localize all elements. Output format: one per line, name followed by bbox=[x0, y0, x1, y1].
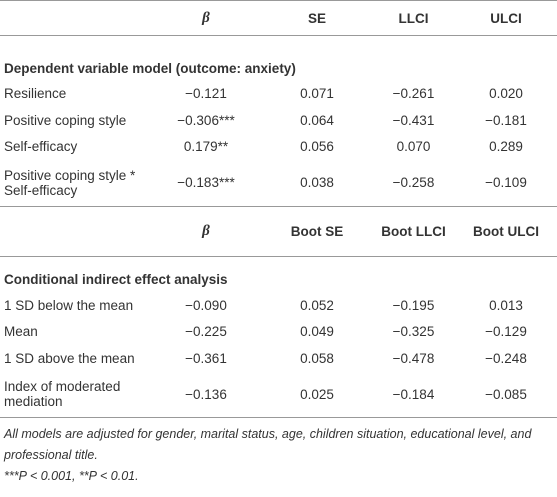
value-cell: 0.071 bbox=[300, 86, 334, 102]
header-cell: Boot SE bbox=[262, 205, 372, 257]
value-cell: 0.025 bbox=[262, 371, 372, 418]
value-cell: −0.090 bbox=[185, 297, 227, 313]
value-cell: −0.183*** bbox=[150, 160, 262, 207]
value-cell: 0.289 bbox=[489, 139, 523, 155]
value-cell: 0.058 bbox=[300, 350, 334, 366]
value-cell: 0.056 bbox=[300, 139, 334, 155]
value-cell: −0.181 bbox=[485, 112, 527, 128]
value-cell: −0.258 bbox=[372, 160, 455, 207]
value-cell: −0.109 bbox=[455, 160, 557, 207]
value-cell: 0.020 bbox=[489, 86, 523, 102]
header-cell: Boot ULCI bbox=[455, 205, 557, 257]
header-cell bbox=[0, 205, 150, 257]
header-cell: β bbox=[150, 205, 262, 257]
value-cell: 0.052 bbox=[300, 297, 334, 313]
data-row: Resilience −0.121 0.071 −0.261 0.020 bbox=[0, 81, 557, 108]
value-cell: −0.121 bbox=[185, 86, 227, 102]
value-cell: −0.478 bbox=[392, 350, 435, 366]
value-cell: −0.306*** bbox=[177, 112, 235, 128]
value-cell: −0.325 bbox=[392, 324, 435, 340]
row-label: Index of moderated mediation bbox=[0, 371, 150, 418]
value-cell: 0.038 bbox=[262, 160, 372, 207]
row-label: Resilience bbox=[4, 86, 67, 102]
value-cell: −0.248 bbox=[485, 350, 527, 366]
footnotes: All models are adjusted for gender, mari… bbox=[0, 418, 557, 487]
row-label: Positive coping style * Self-efficacy bbox=[0, 160, 150, 207]
value-cell: −0.129 bbox=[485, 324, 527, 340]
footnote: ***P < 0.001, **P < 0.01. bbox=[4, 469, 139, 483]
header-cell bbox=[0, 0, 150, 36]
header-row: β Boot SE Boot LLCI Boot ULCI bbox=[0, 205, 557, 257]
data-row: Positive coping style * Self-efficacy −0.… bbox=[0, 160, 557, 207]
row-label: Mean bbox=[4, 324, 38, 340]
value-cell: −0.085 bbox=[455, 371, 557, 418]
results-table: β SE LLCI ULCI Dependent variable model (out… bbox=[0, 0, 557, 418]
data-row: Mean −0.225 0.049 −0.325 −0.129 bbox=[0, 319, 557, 346]
value-cell: 0.013 bbox=[489, 297, 523, 313]
footnote: All models are adjusted for gender, mari… bbox=[4, 427, 532, 462]
data-row: Index of moderated mediation −0.136 0.025−… bbox=[0, 371, 557, 418]
value-cell: 0.070 bbox=[396, 139, 431, 155]
value-cell: −0.261 bbox=[392, 86, 435, 102]
value-cell: −0.431 bbox=[392, 112, 435, 128]
data-row: Positive coping style −0.306*** 0.064 −0.43… bbox=[0, 107, 557, 134]
data-row: 1 SD below the mean −0.090 0.052 −0.195 0.01… bbox=[0, 292, 557, 319]
header-cell: SE bbox=[262, 0, 372, 36]
value-cell: −0.195 bbox=[392, 297, 435, 313]
row-label: Positive coping style bbox=[4, 112, 127, 128]
value-cell: 0.064 bbox=[300, 112, 334, 128]
header-row: β SE LLCI ULCI bbox=[0, 0, 557, 36]
data-row: 1 SD above the mean −0.361 0.058 −0.478 −0.2… bbox=[0, 345, 557, 372]
row-label: Self-efficacy bbox=[4, 139, 78, 155]
header-cell: β bbox=[150, 0, 262, 36]
value-cell: 0.179** bbox=[183, 139, 229, 155]
header-cell: LLCI bbox=[372, 0, 455, 36]
section-title-row: Dependent variable model (outcome: anxie… bbox=[0, 36, 557, 81]
section-title: Dependent variable model (outcome: anxie… bbox=[4, 60, 296, 76]
row-label: 1 SD above the mean bbox=[4, 350, 135, 366]
section-title: Conditional indirect effect analysis bbox=[4, 272, 228, 287]
value-cell: −0.225 bbox=[185, 324, 227, 340]
value-cell: −0.136 bbox=[150, 371, 262, 418]
section-title-row: Conditional indirect effect analysis bbox=[0, 256, 557, 292]
value-cell: −0.184 bbox=[372, 371, 455, 418]
header-cell: ULCI bbox=[455, 0, 557, 36]
header-cell: Boot LLCI bbox=[372, 205, 455, 257]
row-label: 1 SD below the mean bbox=[4, 297, 134, 313]
value-cell: −0.361 bbox=[185, 350, 227, 366]
data-row: Self-efficacy 0.179** 0.056 0.070 0.289 bbox=[0, 134, 557, 161]
value-cell: 0.049 bbox=[300, 324, 334, 340]
